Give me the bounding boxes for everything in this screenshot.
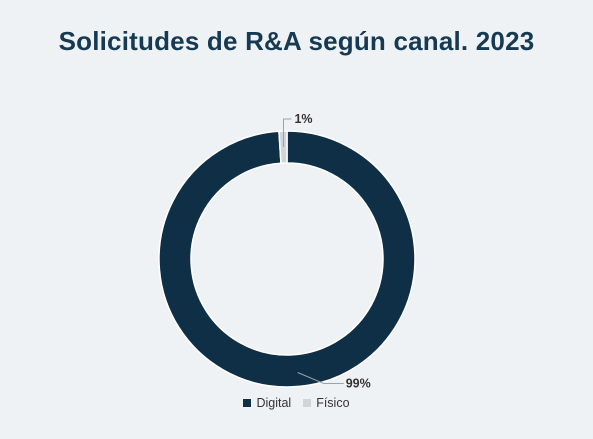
slice-digital [158,130,416,388]
legend-swatch-digital [243,399,252,407]
chart-title: Solicitudes de R&A según canal. 2023 [58,26,535,56]
legend-item-fisico: Físico [303,396,350,410]
leader-line-0 [297,372,344,384]
legend-swatch-fisico [303,399,312,407]
legend: Digital Físico [0,396,593,410]
leader-line-1 [282,118,292,148]
legend-label-fisico: Físico [316,396,350,410]
data-label-digital: 99% [346,376,371,390]
data-label-fisico: 1% [294,112,312,126]
legend-label-digital: Digital [256,396,292,410]
slice-fisico [278,130,288,164]
legend-item-digital: Digital [243,396,291,410]
